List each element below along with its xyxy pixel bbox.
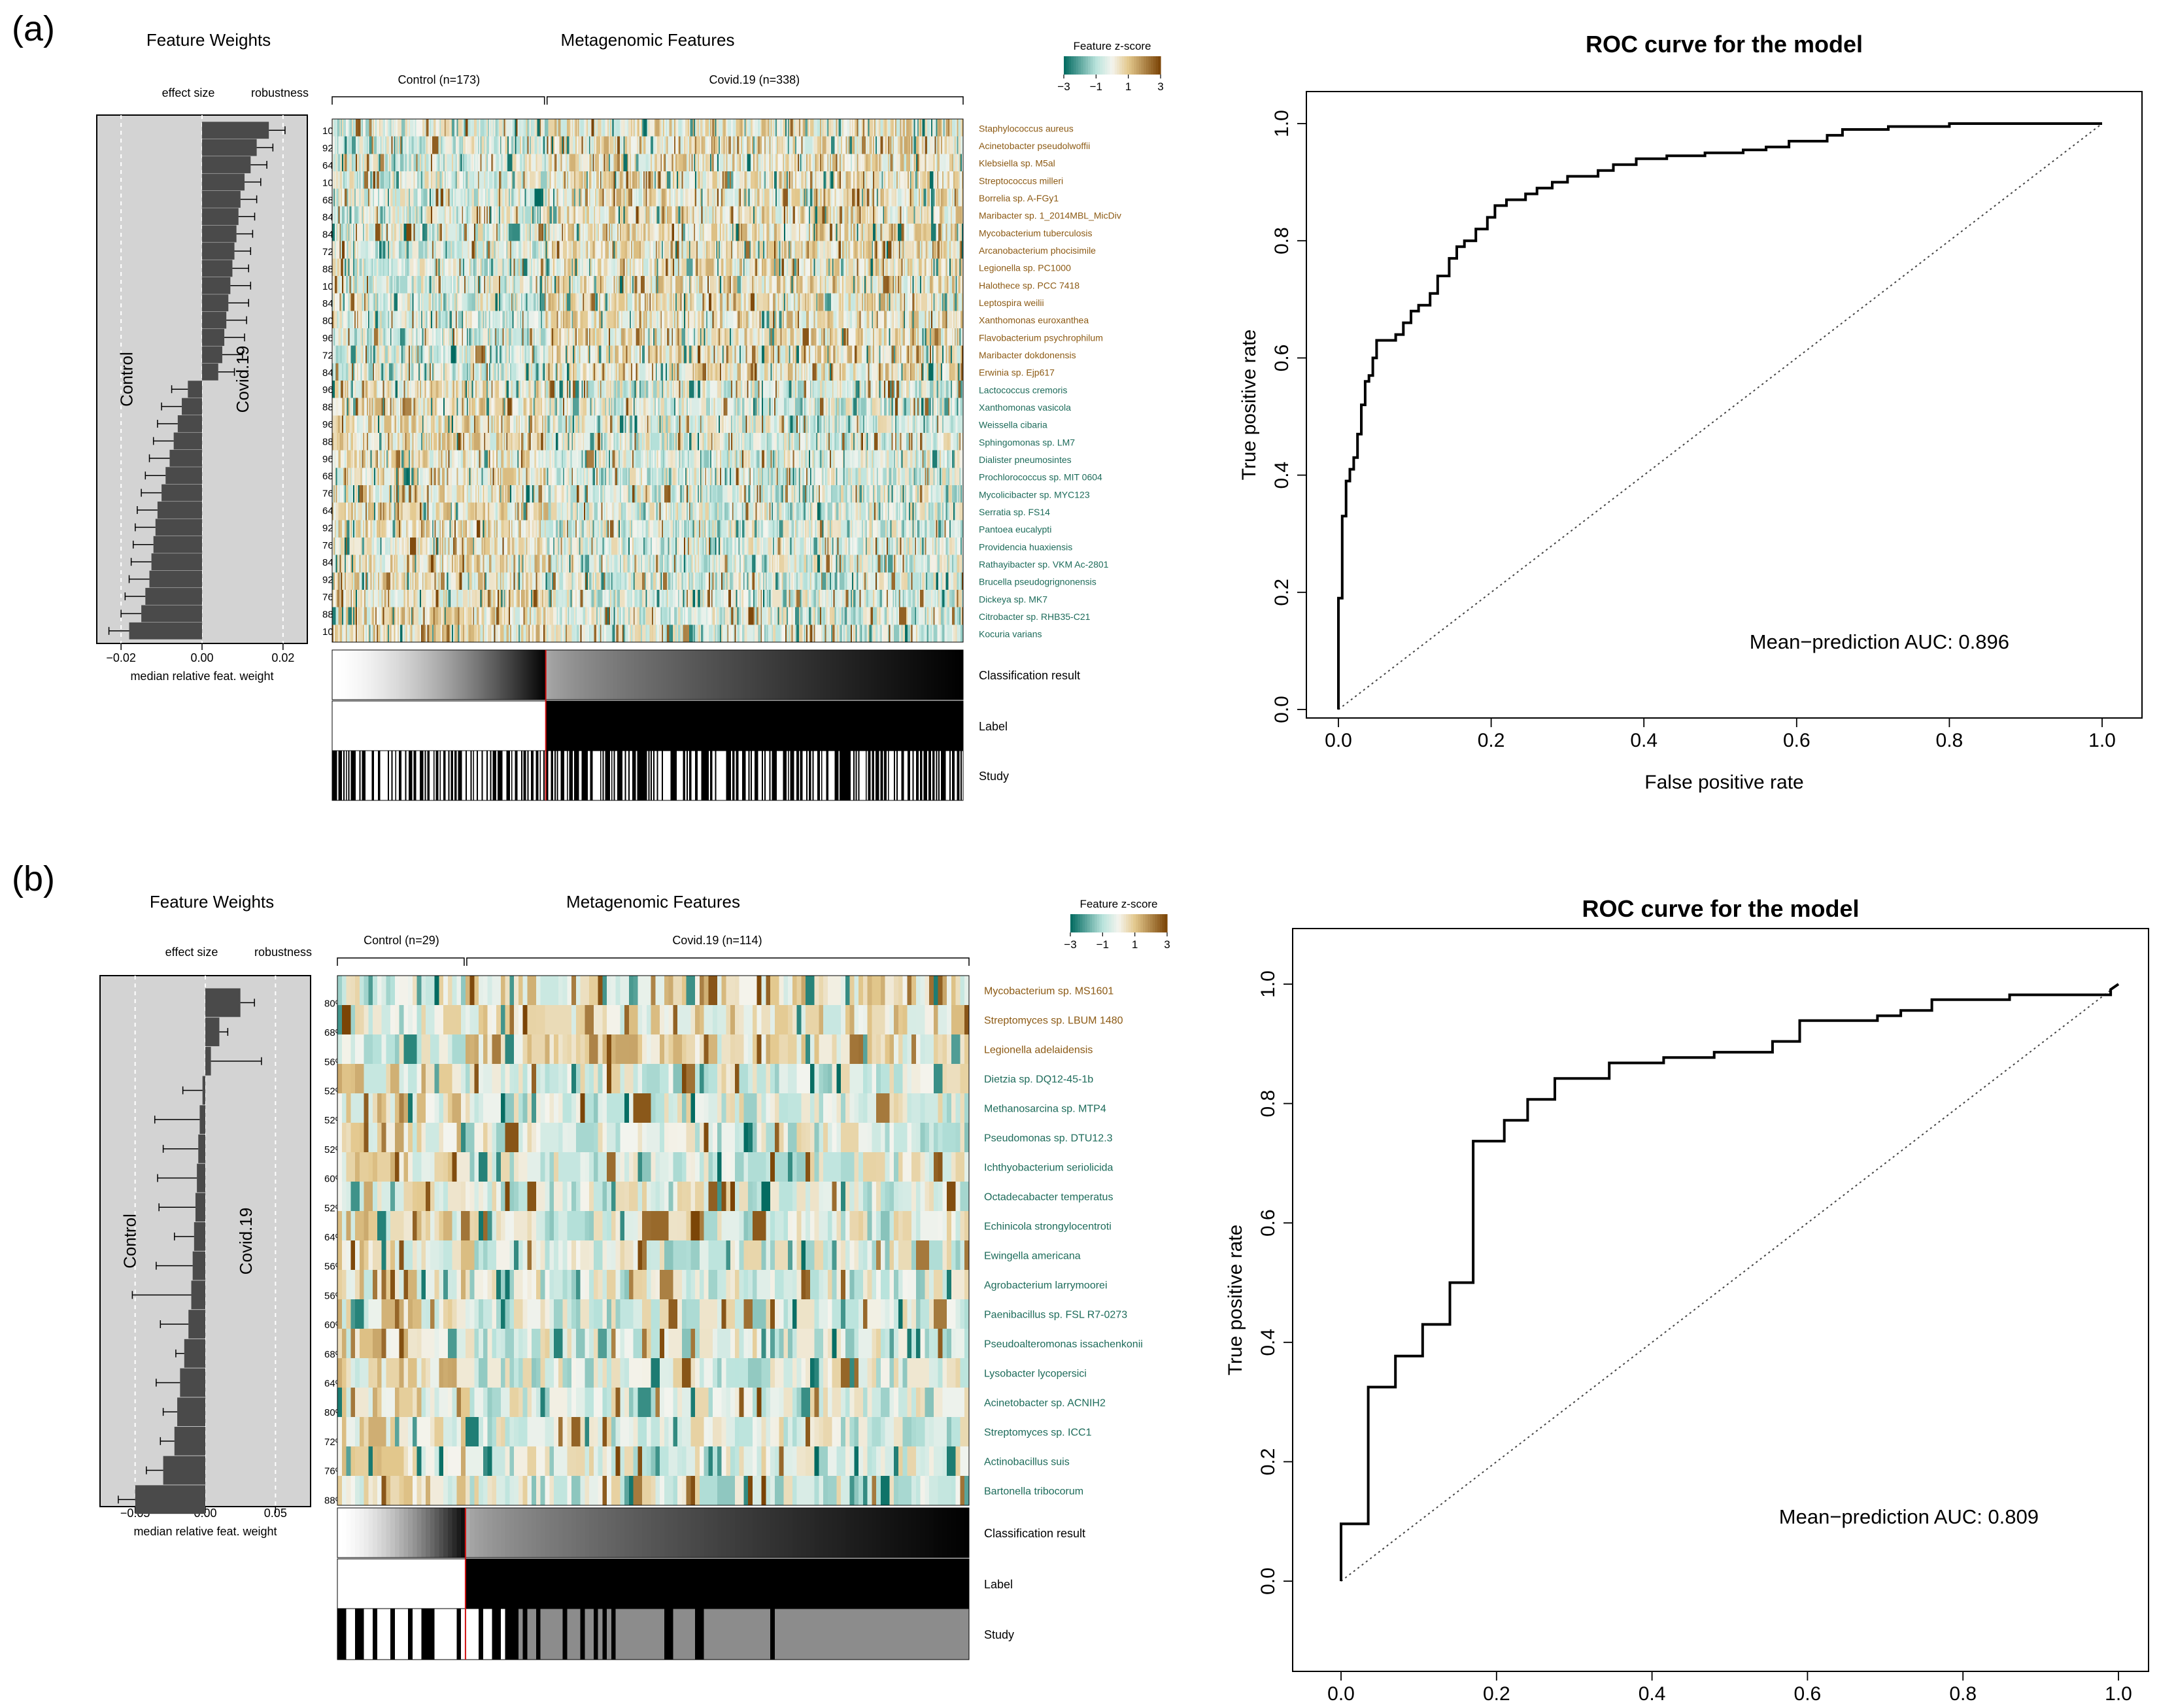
legend-swatch xyxy=(1091,56,1093,75)
legend-swatch xyxy=(1122,56,1125,75)
weight-bar xyxy=(202,294,228,311)
legend-swatch xyxy=(1129,56,1132,75)
weight-bar xyxy=(152,553,202,570)
legend-swatch xyxy=(1141,56,1144,75)
legend-swatch xyxy=(1117,56,1119,75)
feature-weights-title: Feature Weights xyxy=(146,30,271,50)
weight-bar xyxy=(202,173,245,190)
legend-swatch xyxy=(1085,56,1088,75)
weight-bar xyxy=(162,485,202,502)
legend-swatch xyxy=(1098,56,1100,75)
legend-swatch xyxy=(1081,56,1083,75)
weight-bar xyxy=(182,398,202,415)
weight-bar xyxy=(202,191,241,208)
weights-xlabel: median relative feat. weight xyxy=(130,670,273,683)
weight-bar xyxy=(202,312,226,329)
panel-letter: (a) xyxy=(12,9,55,48)
legend-swatch xyxy=(1119,56,1122,75)
legend-swatch xyxy=(1132,56,1134,75)
weight-bar xyxy=(178,415,202,432)
weights-tick-label: 0.00 xyxy=(190,651,213,664)
legend-swatch xyxy=(1149,56,1151,75)
weight-bar xyxy=(202,329,224,346)
heatmap-title: Metagenomic Features xyxy=(561,30,735,50)
legend-swatch xyxy=(1108,56,1110,75)
control-group-label: Control (n=173) xyxy=(398,73,481,86)
legend-swatch xyxy=(1093,56,1095,75)
weight-bar xyxy=(202,139,257,156)
weight-bar xyxy=(188,381,202,398)
legend-swatch xyxy=(1102,56,1105,75)
legend-swatch xyxy=(1064,56,1066,75)
legend-swatch xyxy=(1071,56,1074,75)
weight-bar xyxy=(129,623,202,640)
legend-swatch xyxy=(1115,56,1117,75)
legend-swatch xyxy=(1112,56,1115,75)
group-label-control: Control xyxy=(117,352,137,407)
weight-bar xyxy=(165,467,202,484)
covid-group-label: Covid.19 (n=338) xyxy=(709,73,800,86)
legend-swatch xyxy=(1095,56,1098,75)
control-bracket xyxy=(332,97,545,105)
legend-swatch xyxy=(1125,56,1127,75)
legend-swatch xyxy=(1134,56,1136,75)
weight-bar xyxy=(202,122,269,139)
legend-swatch xyxy=(1139,56,1142,75)
weights-tick-label: 0.02 xyxy=(271,651,294,664)
legend-tick-label: 1 xyxy=(1125,80,1131,93)
heatmap-panel: Metagenomic Features Control (n=173) Covid… xyxy=(332,30,1164,800)
weights-tick-label: −0.02 xyxy=(106,651,136,664)
weight-bar xyxy=(158,502,202,519)
zscore-legend: Feature z-score −3 −1 1 3 xyxy=(1057,40,1163,93)
weight-bar xyxy=(150,571,203,588)
legend-swatch xyxy=(1068,56,1071,75)
legend-swatch xyxy=(1136,56,1139,75)
legend-swatch xyxy=(1105,56,1108,75)
legend-tick-label: −1 xyxy=(1090,80,1102,93)
weight-bar xyxy=(141,605,202,622)
legend-swatch xyxy=(1083,56,1086,75)
legend-swatch xyxy=(1144,56,1146,75)
legend-swatch xyxy=(1153,56,1156,75)
weight-bar xyxy=(202,260,232,277)
weight-bar xyxy=(202,277,230,294)
weight-bar xyxy=(202,156,250,173)
weight-bar xyxy=(145,588,202,605)
weight-bar xyxy=(202,364,218,381)
feature-weights-panel: Feature Weights effect size robustness −0.0… xyxy=(97,30,347,683)
weight-bar xyxy=(202,226,237,243)
legend-swatch xyxy=(1110,56,1112,75)
legend-swatch xyxy=(1074,56,1076,75)
effect-size-header: effect size xyxy=(162,86,215,99)
legend-swatch xyxy=(1078,56,1081,75)
legend-swatch xyxy=(1156,56,1159,75)
legend-swatch xyxy=(1127,56,1129,75)
legend-swatch xyxy=(1100,56,1103,75)
legend-title: Feature z-score xyxy=(1073,40,1151,52)
weight-bar xyxy=(202,208,239,225)
legend-swatch xyxy=(1146,56,1149,75)
weight-bar xyxy=(202,346,222,363)
figure-root: (a) Feature Weights effect size robustness −… xyxy=(0,0,2159,1708)
legend-swatch xyxy=(1088,56,1091,75)
legend-swatch xyxy=(1158,56,1161,75)
legend-swatch xyxy=(1151,56,1153,75)
legend-swatch xyxy=(1066,56,1069,75)
covid-bracket xyxy=(547,97,963,105)
legend-tick-label: 3 xyxy=(1157,80,1163,93)
weight-bar xyxy=(156,519,202,536)
legend-swatch xyxy=(1076,56,1079,75)
legend-tick-label: −3 xyxy=(1057,80,1070,93)
robustness-header: robustness xyxy=(251,86,309,99)
weight-bar xyxy=(202,243,235,260)
panel-a: (a) Feature Weights effect size robustness −… xyxy=(12,9,2142,800)
weight-bar xyxy=(174,432,202,449)
figure-svg: (a) Feature Weights effect size robustness −… xyxy=(0,0,2159,1708)
weight-bar xyxy=(169,450,202,467)
weight-bar xyxy=(154,536,202,553)
heatmap-cells xyxy=(332,119,964,643)
